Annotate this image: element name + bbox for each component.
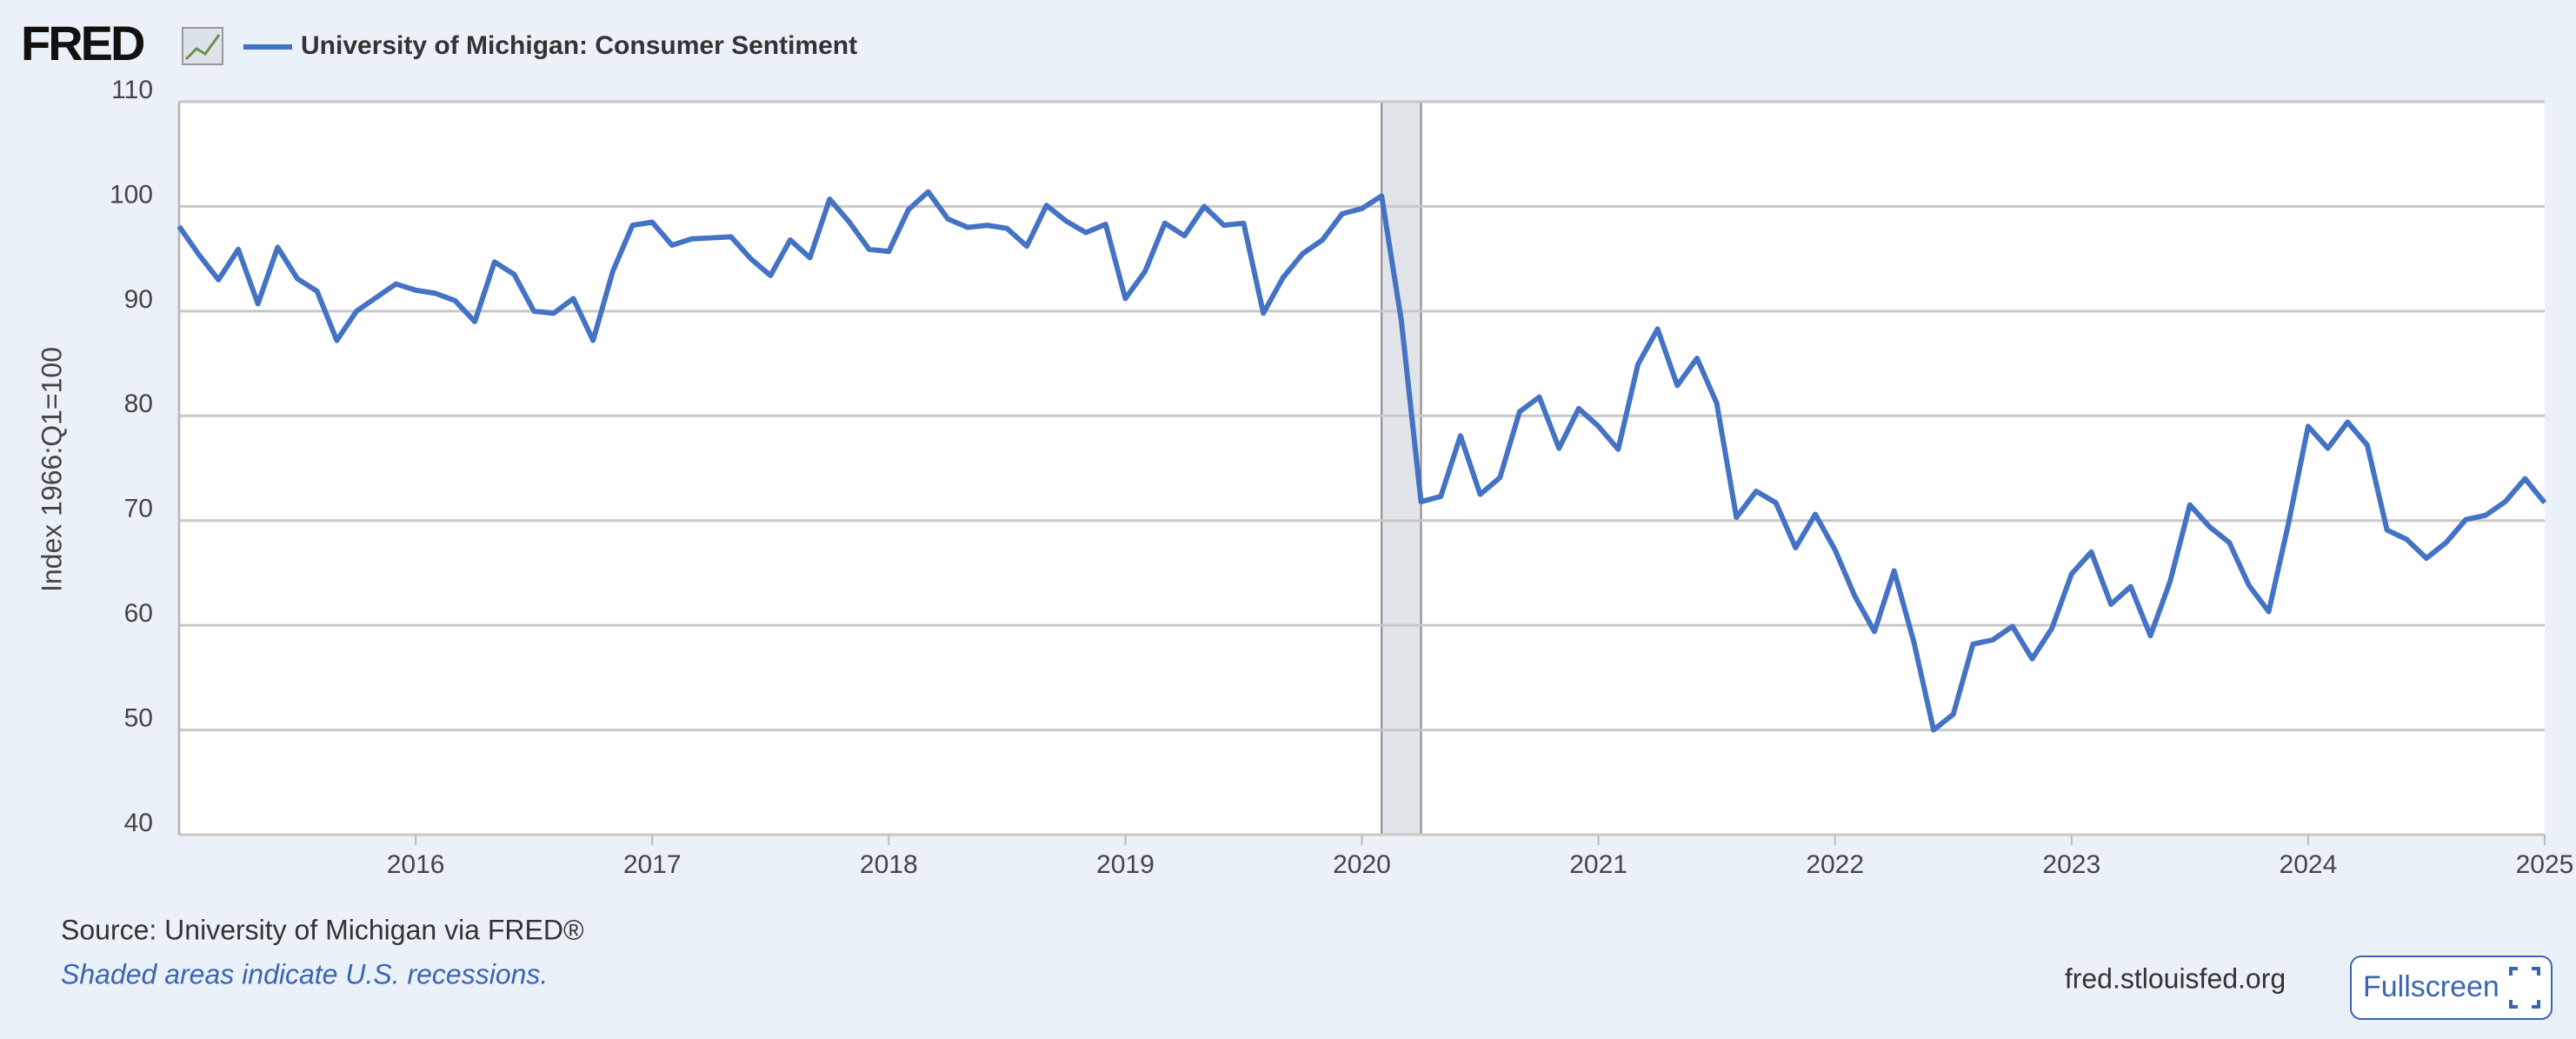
logo[interactable]: FRED [21,16,147,70]
legend-label: University of Michigan: Consumer Sentime… [301,31,857,60]
source: Source: University of Michigan via FRED® [61,914,584,945]
y-tick-label: 80 [124,390,153,418]
y-tick-label: 110 [111,76,153,104]
x-tick-label: 2019 [1096,850,1155,879]
plot-area [179,102,2545,835]
series-line [176,189,2547,733]
x-tick-label: 2022 [1806,850,1864,879]
y-tick-label: 100 [110,180,153,209]
y-tick-label: 50 [124,703,153,732]
logo-icon [182,27,223,65]
recession-note: Shaded areas indicate U.S. recessions. [61,958,548,989]
y-tick-label: 60 [124,599,153,628]
y-tick-label: 70 [124,495,153,523]
y-tick-label: 40 [124,809,153,837]
x-tick-label: 2021 [1569,850,1627,879]
x-tick-label: 2020 [1333,850,1391,879]
x-tick-label: 2018 [860,850,918,879]
x-tick-label: 2017 [623,850,682,879]
x-tick-label: 2025 [2516,850,2574,879]
x-tick-label: 2023 [2042,850,2100,879]
y-axis-label: Index 1966:Q1=100 [36,347,67,592]
site-url[interactable]: fred.stlouisfed.org [2065,962,2286,994]
fullscreen-label[interactable]: Fullscreen [2363,970,2499,1003]
x-tick-label: 2016 [387,850,445,879]
x-tick-label: 2024 [2280,850,2338,879]
fullscreen-button[interactable]: Fullscreen [2350,956,2553,1020]
y-tick-label: 90 [124,285,153,314]
